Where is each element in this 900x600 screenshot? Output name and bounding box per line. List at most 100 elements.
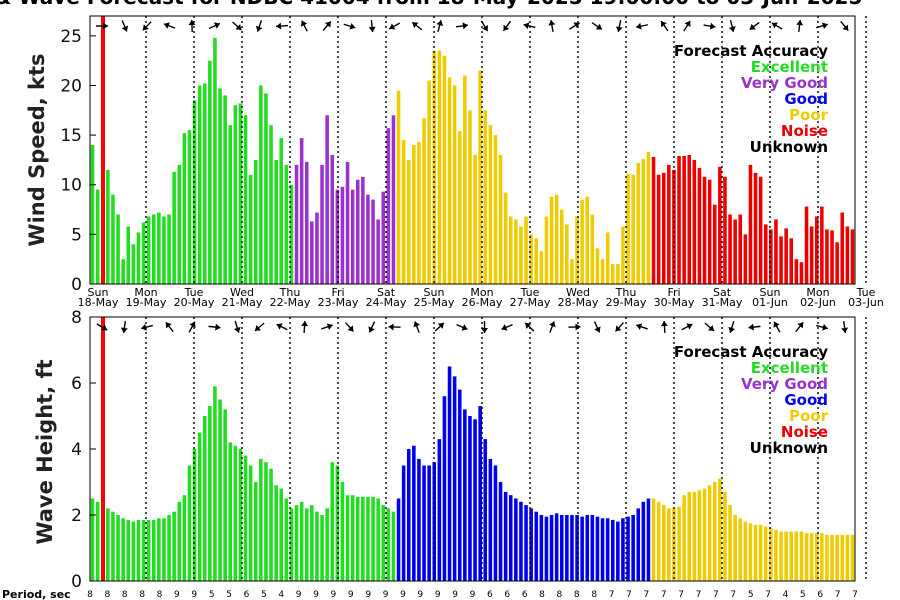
bar [799, 531, 804, 581]
wind-direction-arrow [548, 19, 556, 33]
bar [835, 242, 839, 284]
date-label: 20-May [174, 296, 215, 309]
wind-direction-arrow [96, 22, 108, 30]
period-value: 7 [765, 590, 771, 600]
bar [845, 534, 850, 581]
bar [187, 465, 192, 581]
bar [243, 115, 248, 284]
bar [565, 224, 569, 284]
day-of-week-label: Sat [377, 286, 396, 299]
bar [702, 176, 707, 284]
y-tick-label: 25 [60, 27, 82, 47]
wind-direction-arrow [233, 321, 241, 333]
bar [146, 216, 151, 284]
bar [784, 531, 788, 581]
bar [667, 508, 671, 581]
bar [427, 80, 431, 285]
bar [177, 501, 182, 581]
bar [498, 154, 503, 284]
bar [585, 515, 590, 581]
legend-item: Excellent [751, 58, 828, 76]
bar [463, 409, 467, 581]
bar [274, 485, 278, 581]
bar [233, 105, 238, 284]
bar [310, 505, 314, 581]
wind-direction-arrow [208, 22, 221, 30]
bar [503, 192, 508, 284]
bar [820, 533, 824, 581]
wind-direction-arrow [549, 321, 556, 333]
day-of-week-label: Tue [856, 286, 876, 299]
wind-direction-arrow [591, 22, 603, 30]
period-value: 9 [331, 590, 337, 600]
bar [447, 77, 452, 284]
bar [845, 226, 850, 284]
bar [672, 508, 676, 581]
wind-direction-arrow [255, 20, 263, 32]
wind-direction-arrow [501, 324, 513, 331]
bar [248, 465, 253, 581]
bar [157, 518, 161, 581]
bar [636, 508, 641, 581]
bar [641, 158, 646, 284]
wind-direction-arrow [343, 22, 356, 30]
bar [126, 226, 131, 284]
period-value: 4 [783, 590, 789, 600]
legend-item: Good [784, 90, 828, 108]
day-of-week-label: Wed [566, 286, 590, 299]
bar [804, 533, 809, 581]
bar [850, 229, 855, 284]
bar [299, 501, 304, 581]
bar [738, 214, 743, 284]
period-value: 9 [365, 590, 371, 600]
bar [636, 162, 641, 284]
bar [452, 376, 457, 581]
bar [437, 50, 442, 284]
bar [661, 505, 666, 581]
wind-direction-arrow [614, 322, 625, 332]
bar [544, 216, 549, 284]
wind-direction-arrow [796, 19, 804, 33]
bar [661, 172, 666, 284]
bar [758, 524, 763, 581]
bar [182, 495, 187, 581]
bar [610, 519, 615, 581]
period-value: 7 [696, 590, 702, 600]
day-of-week-label: Mon [470, 286, 493, 299]
bar [401, 140, 406, 284]
bar [631, 174, 635, 284]
bar [539, 251, 544, 284]
bar [376, 219, 380, 284]
wind-direction-arrow [368, 321, 376, 333]
bar [825, 534, 829, 581]
wind-direction-arrow [593, 321, 601, 333]
period-value: 6 [487, 590, 493, 600]
bar [111, 511, 115, 581]
legend-title: Forecast Accuracy [674, 343, 828, 361]
bar [406, 449, 411, 581]
y-tick-label: 20 [60, 76, 82, 96]
bar [733, 515, 737, 581]
wind-direction-arrow [455, 22, 469, 30]
wind-direction-arrow [141, 323, 153, 331]
wind-direction-arrow [816, 22, 828, 30]
wind-direction-arrow [163, 22, 176, 29]
period-value: 7 [626, 590, 632, 600]
bar [218, 88, 222, 285]
wind-direction-arrow [568, 323, 581, 331]
bar [325, 508, 329, 581]
period-value: 9 [174, 590, 180, 600]
period-value: 9 [383, 590, 389, 600]
bar [422, 118, 426, 285]
bar [830, 230, 834, 284]
bar [779, 236, 783, 284]
bar [758, 176, 763, 284]
day-labels-row: Sun18-MayMon19-MayTue20-MayWed21-MayThu2… [78, 286, 884, 309]
bar [605, 232, 610, 284]
bar [626, 173, 630, 284]
bar [141, 519, 146, 581]
y-tick-label: 15 [60, 126, 82, 146]
wind-direction-arrow [121, 20, 129, 32]
period-value: 9 [191, 590, 197, 600]
bar [769, 229, 773, 284]
